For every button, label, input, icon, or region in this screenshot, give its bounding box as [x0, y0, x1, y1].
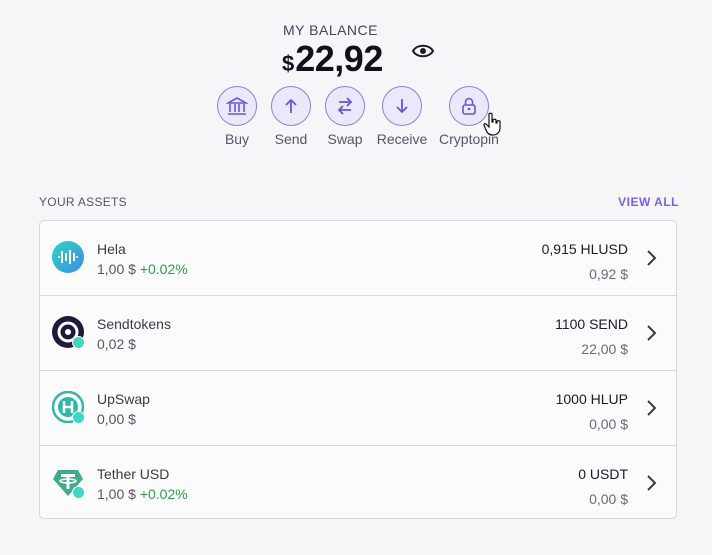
asset-fiat-value: 0,92 $: [589, 266, 628, 282]
asset-price-line: 0,02 $: [97, 336, 136, 352]
balance-label: MY BALANCE: [283, 22, 378, 38]
network-badge-icon: [72, 411, 85, 424]
asset-price: 0,00 $: [97, 411, 136, 427]
asset-amount: 1100 SEND: [555, 316, 628, 332]
asset-amount: 1000 HLUP: [555, 391, 628, 407]
asset-row-sendtokens[interactable]: Sendtokens 0,02 $ 1100 SEND 22,00 $: [40, 296, 676, 371]
send-button[interactable]: Send: [256, 86, 326, 147]
swap-label: Swap: [327, 131, 363, 147]
cryptopin-button[interactable]: Cryptopin: [434, 86, 504, 147]
buy-label: Buy: [224, 131, 250, 147]
asset-list: Hela 1,00 $ +0.02% 0,915 HLUSD 0,92 $ Se…: [39, 220, 677, 519]
asset-name: Tether USD: [97, 466, 170, 482]
send-label: Send: [274, 131, 308, 147]
balance-currency: $: [282, 51, 295, 76]
bank-icon: [217, 86, 257, 126]
sendtokens-logo-icon: [52, 316, 85, 349]
asset-price: 1,00 $: [97, 486, 136, 502]
asset-row-tether[interactable]: Tether USD 1,00 $ +0.02% 0 USDT 0,00 $: [40, 446, 676, 518]
asset-fiat-value: 0,00 $: [589, 416, 628, 432]
assets-title: YOUR ASSETS: [39, 195, 127, 209]
asset-fiat-value: 0,00 $: [589, 491, 628, 507]
buy-button[interactable]: Buy: [202, 86, 272, 147]
asset-name: Hela: [97, 241, 126, 257]
asset-row-upswap[interactable]: UpSwap 0,00 $ 1000 HLUP 0,00 $: [40, 371, 676, 446]
receive-label: Receive: [376, 131, 428, 147]
asset-price-line: 1,00 $ +0.02%: [97, 486, 188, 502]
action-bar: Buy Send Swap Receive: [0, 86, 712, 156]
hand-cursor-icon: [483, 112, 503, 136]
asset-amount: 0,915 HLUSD: [541, 241, 628, 257]
swap-icon: [325, 86, 365, 126]
asset-price-line: 0,00 $: [97, 411, 136, 427]
asset-name: UpSwap: [97, 391, 150, 407]
asset-change: +0.02%: [139, 261, 188, 277]
hela-logo-icon: [52, 241, 84, 273]
asset-fiat-value: 22,00 $: [581, 341, 628, 357]
balance-amount: $ 22,92: [282, 38, 383, 80]
arrow-down-icon: [382, 86, 422, 126]
chevron-right-icon: [646, 324, 658, 342]
balance-value: 22,92: [295, 38, 383, 79]
view-all-link[interactable]: VIEW ALL: [618, 195, 679, 209]
chevron-right-icon: [646, 399, 658, 417]
receive-button[interactable]: Receive: [367, 86, 437, 147]
asset-price-line: 1,00 $ +0.02%: [97, 261, 188, 277]
network-badge-icon: [72, 486, 85, 499]
eye-icon[interactable]: [410, 40, 436, 62]
chevron-right-icon: [646, 249, 658, 267]
arrow-up-icon: [271, 86, 311, 126]
upswap-logo-icon: [51, 390, 85, 424]
asset-row-hela[interactable]: Hela 1,00 $ +0.02% 0,915 HLUSD 0,92 $: [40, 221, 676, 296]
tether-logo-icon: [52, 466, 85, 499]
asset-amount: 0 USDT: [578, 466, 628, 482]
cryptopin-label: Cryptopin: [439, 131, 499, 147]
asset-name: Sendtokens: [97, 316, 171, 332]
lock-icon: [449, 86, 489, 126]
network-badge-icon: [72, 336, 85, 349]
swap-button[interactable]: Swap: [310, 86, 380, 147]
chevron-right-icon: [646, 474, 658, 492]
asset-change: +0.02%: [139, 486, 188, 502]
asset-price: 0,02 $: [97, 336, 136, 352]
asset-price: 1,00 $: [97, 261, 136, 277]
